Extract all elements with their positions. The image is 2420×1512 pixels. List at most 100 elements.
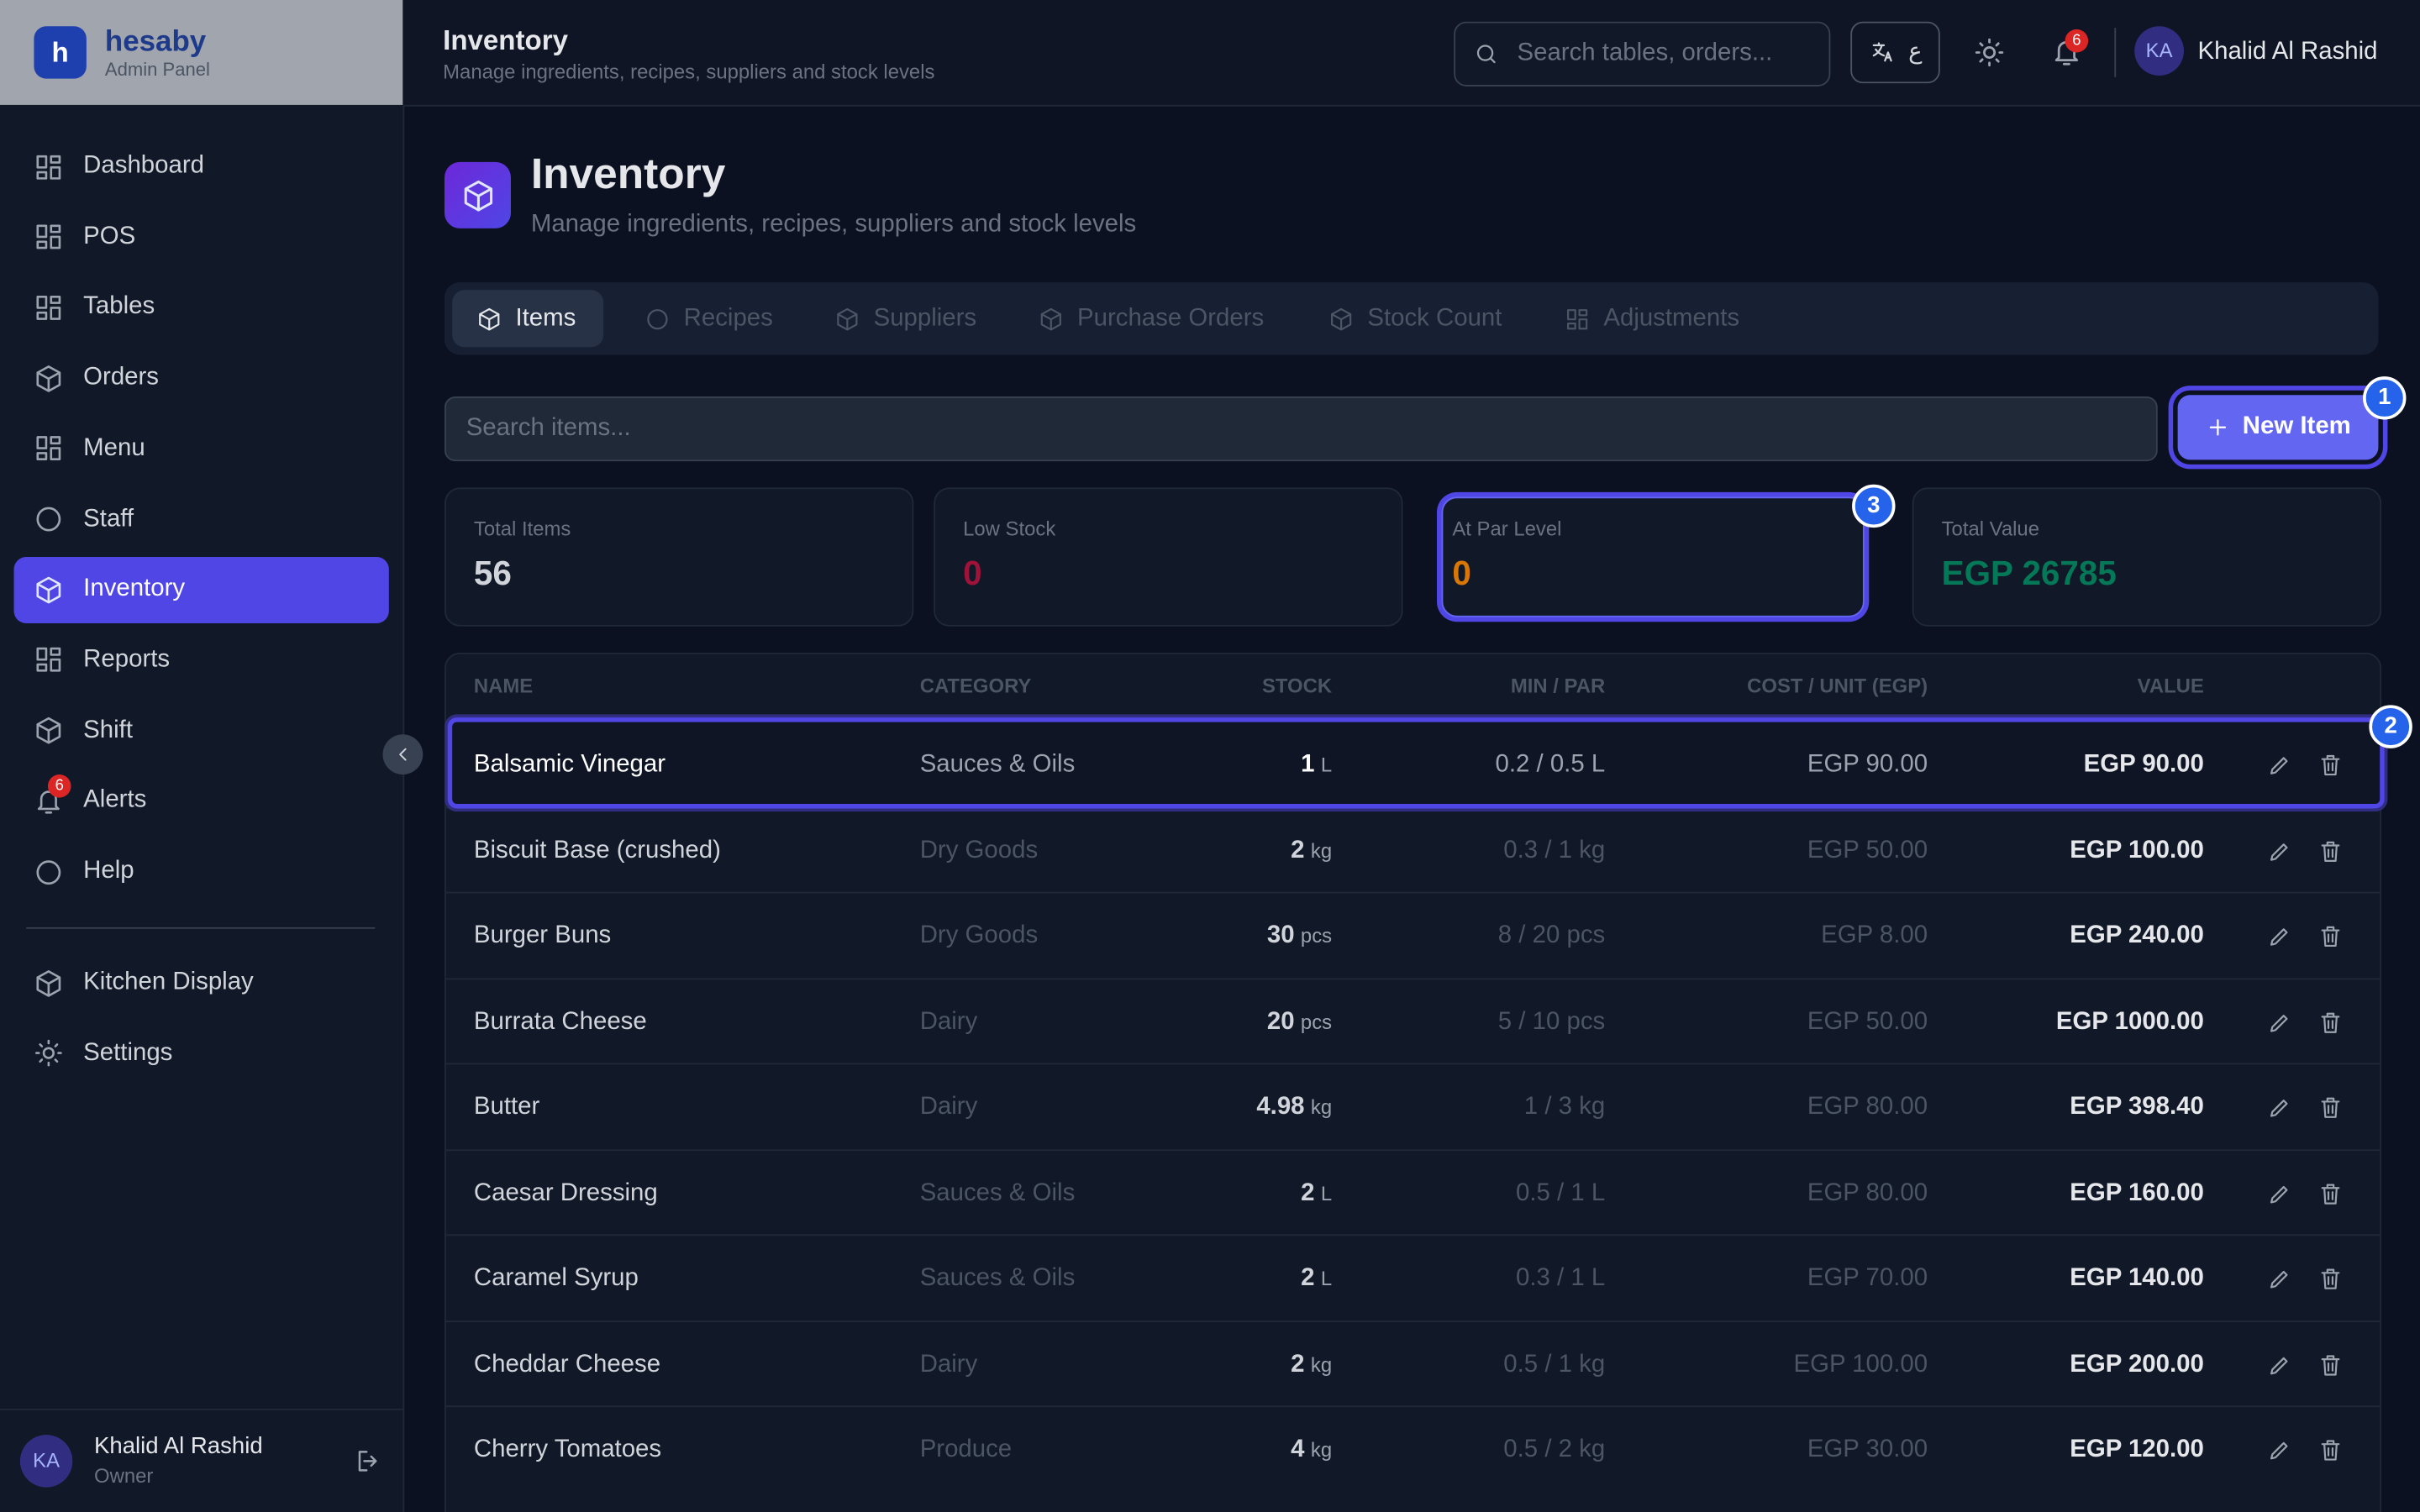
- nav-item[interactable]: Help: [14, 839, 389, 906]
- table-row[interactable]: Burrata Cheese Dairy 20 pcs 5 / 10 pcs EGP 50…: [445, 977, 2381, 1064]
- item-category: Sauces & Oils: [919, 1179, 1076, 1206]
- stock-qty: 4: [1291, 1436, 1305, 1463]
- delete-button[interactable]: [2315, 1092, 2346, 1123]
- icon: [2270, 1356, 2288, 1374]
- item-stock: 30 pcs: [1023, 920, 1332, 953]
- icon: [35, 717, 60, 744]
- tab[interactable]: Purchase Orders: [1014, 290, 1284, 347]
- brand-subtitle: Admin Panel: [104, 58, 210, 81]
- logout-button[interactable]: [352, 1444, 386, 1478]
- item-cost: EGP 80.00: [1807, 1179, 1928, 1206]
- icon: [2321, 926, 2340, 948]
- tab-label: Recipes: [683, 304, 773, 331]
- nav-item[interactable]: Shift: [14, 698, 389, 764]
- nav-item[interactable]: Staff: [14, 486, 389, 553]
- icon: [479, 307, 500, 330]
- delete-button[interactable]: [2315, 750, 2346, 781]
- delete-button[interactable]: [2315, 1263, 2346, 1294]
- table-row[interactable]: Biscuit Base (crushed) Dry Goods 2 kg 0.3 / …: [445, 806, 2381, 893]
- avatar: KA: [19, 1435, 73, 1488]
- tab[interactable]: Adjustments: [1540, 290, 1764, 347]
- column-header: NAME: [473, 674, 534, 698]
- column-header: CATEGORY: [919, 674, 1032, 698]
- stock-unit: kg: [1310, 1095, 1333, 1119]
- tab-label: Stock Count: [1367, 304, 1502, 331]
- edit-button[interactable]: [2264, 921, 2295, 953]
- new-item-button[interactable]: New Item: [2177, 395, 2379, 460]
- icon: [1331, 307, 1352, 330]
- icon: [2270, 1270, 2288, 1289]
- table-row[interactable]: Cherry Tomatoes Produce 4 kg 0.5 / 2 kg EGP 3…: [445, 1405, 2381, 1492]
- nav-item[interactable]: Settings: [14, 1021, 389, 1087]
- icon: [1476, 45, 1496, 64]
- nav-item[interactable]: Menu: [14, 417, 389, 483]
- table-row[interactable]: Butter Dairy 4.98 kg 1 / 3 kg EGP 80.00 EGP 39…: [445, 1063, 2381, 1150]
- tab-label: Suppliers: [873, 304, 977, 331]
- table-row[interactable]: Caramel Syrup Sauces & Oils 2 L 0.3 / 1 L EGP…: [445, 1234, 2381, 1320]
- delete-button[interactable]: [2315, 1006, 2346, 1037]
- user-menu[interactable]: KA Khalid Al Rashid: [2134, 26, 2396, 78]
- search-input[interactable]: Search tables, orders...: [1454, 21, 1831, 87]
- edit-button[interactable]: [2264, 1006, 2295, 1037]
- nav-item[interactable]: Inventory: [13, 557, 389, 624]
- stat-value: 0: [963, 554, 982, 593]
- stock-qty: 2: [1291, 837, 1305, 864]
- nav-item[interactable]: Alerts 6: [14, 769, 389, 835]
- item-name: Cherry Tomatoes: [473, 1436, 662, 1463]
- theme-button[interactable]: [1971, 34, 2008, 71]
- stat-value: 56: [473, 554, 512, 593]
- item-min-par: 0.3 / 1 kg: [1503, 837, 1606, 864]
- delete-button[interactable]: [2315, 1349, 2346, 1380]
- new-item-label: New Item: [2242, 413, 2351, 440]
- nav-item[interactable]: Tables: [14, 276, 389, 342]
- icon: [35, 648, 60, 673]
- nav-item[interactable]: Kitchen Display: [14, 950, 389, 1016]
- stock-qty: 2: [1301, 1179, 1315, 1206]
- icon: [1872, 42, 1892, 62]
- item-name: Burger Buns: [473, 922, 612, 949]
- collapse-button[interactable]: [382, 734, 424, 775]
- tab[interactable]: Items: [452, 290, 604, 348]
- delete-button[interactable]: [2315, 1178, 2346, 1209]
- edit-button[interactable]: [2264, 1263, 2295, 1294]
- nav-item[interactable]: Dashboard: [14, 134, 389, 201]
- item-category: Dry Goods: [919, 922, 1039, 949]
- nav-item[interactable]: Reports: [14, 627, 389, 694]
- delete-button[interactable]: [2315, 1435, 2346, 1466]
- edit-button[interactable]: [2264, 836, 2295, 867]
- language-button[interactable]: ع: [1850, 21, 1940, 84]
- stock-unit: L: [1320, 1266, 1333, 1290]
- delete-button[interactable]: [2315, 921, 2346, 953]
- item-value: EGP 160.00: [2070, 1179, 2204, 1206]
- edit-button[interactable]: [2264, 750, 2295, 781]
- annotation-marker: 3: [1852, 484, 1896, 528]
- topbar-subtitle: Manage ingredients, recipes, suppliers a…: [443, 60, 935, 84]
- edit-button[interactable]: [2264, 1092, 2295, 1123]
- nav-item[interactable]: POS: [14, 205, 389, 271]
- tab[interactable]: Recipes: [620, 290, 790, 347]
- notifications-button[interactable]: 6: [2048, 29, 2089, 71]
- icon: [2321, 840, 2340, 862]
- stat-card: Low Stock 0: [934, 487, 1403, 627]
- edit-button[interactable]: [2264, 1349, 2295, 1380]
- icon: [2321, 1440, 2340, 1461]
- tab[interactable]: Suppliers: [810, 290, 995, 347]
- logo: h: [34, 26, 87, 79]
- item-cost: EGP 100.00: [1793, 1351, 1928, 1378]
- page-subtitle: Manage ingredients, recipes, suppliers a…: [530, 211, 1137, 238]
- topbar-title: Inventory: [443, 24, 568, 56]
- table-row[interactable]: Burger Buns Dry Goods 30 pcs 8 / 20 pcs EGP 8…: [445, 891, 2381, 979]
- item-search-input[interactable]: Search items...: [444, 396, 2158, 462]
- delete-button[interactable]: [2315, 836, 2346, 867]
- table-row[interactable]: Cheddar Cheese Dairy 2 kg 0.5 / 1 kg EGP 100.…: [445, 1320, 2381, 1406]
- tab[interactable]: Stock Count: [1304, 290, 1520, 347]
- icon: [2270, 928, 2288, 946]
- item-min-par: 0.3 / 1 L: [1515, 1265, 1606, 1292]
- nav-item[interactable]: Orders: [14, 346, 389, 412]
- edit-button[interactable]: [2264, 1178, 2295, 1209]
- edit-button[interactable]: [2264, 1435, 2295, 1466]
